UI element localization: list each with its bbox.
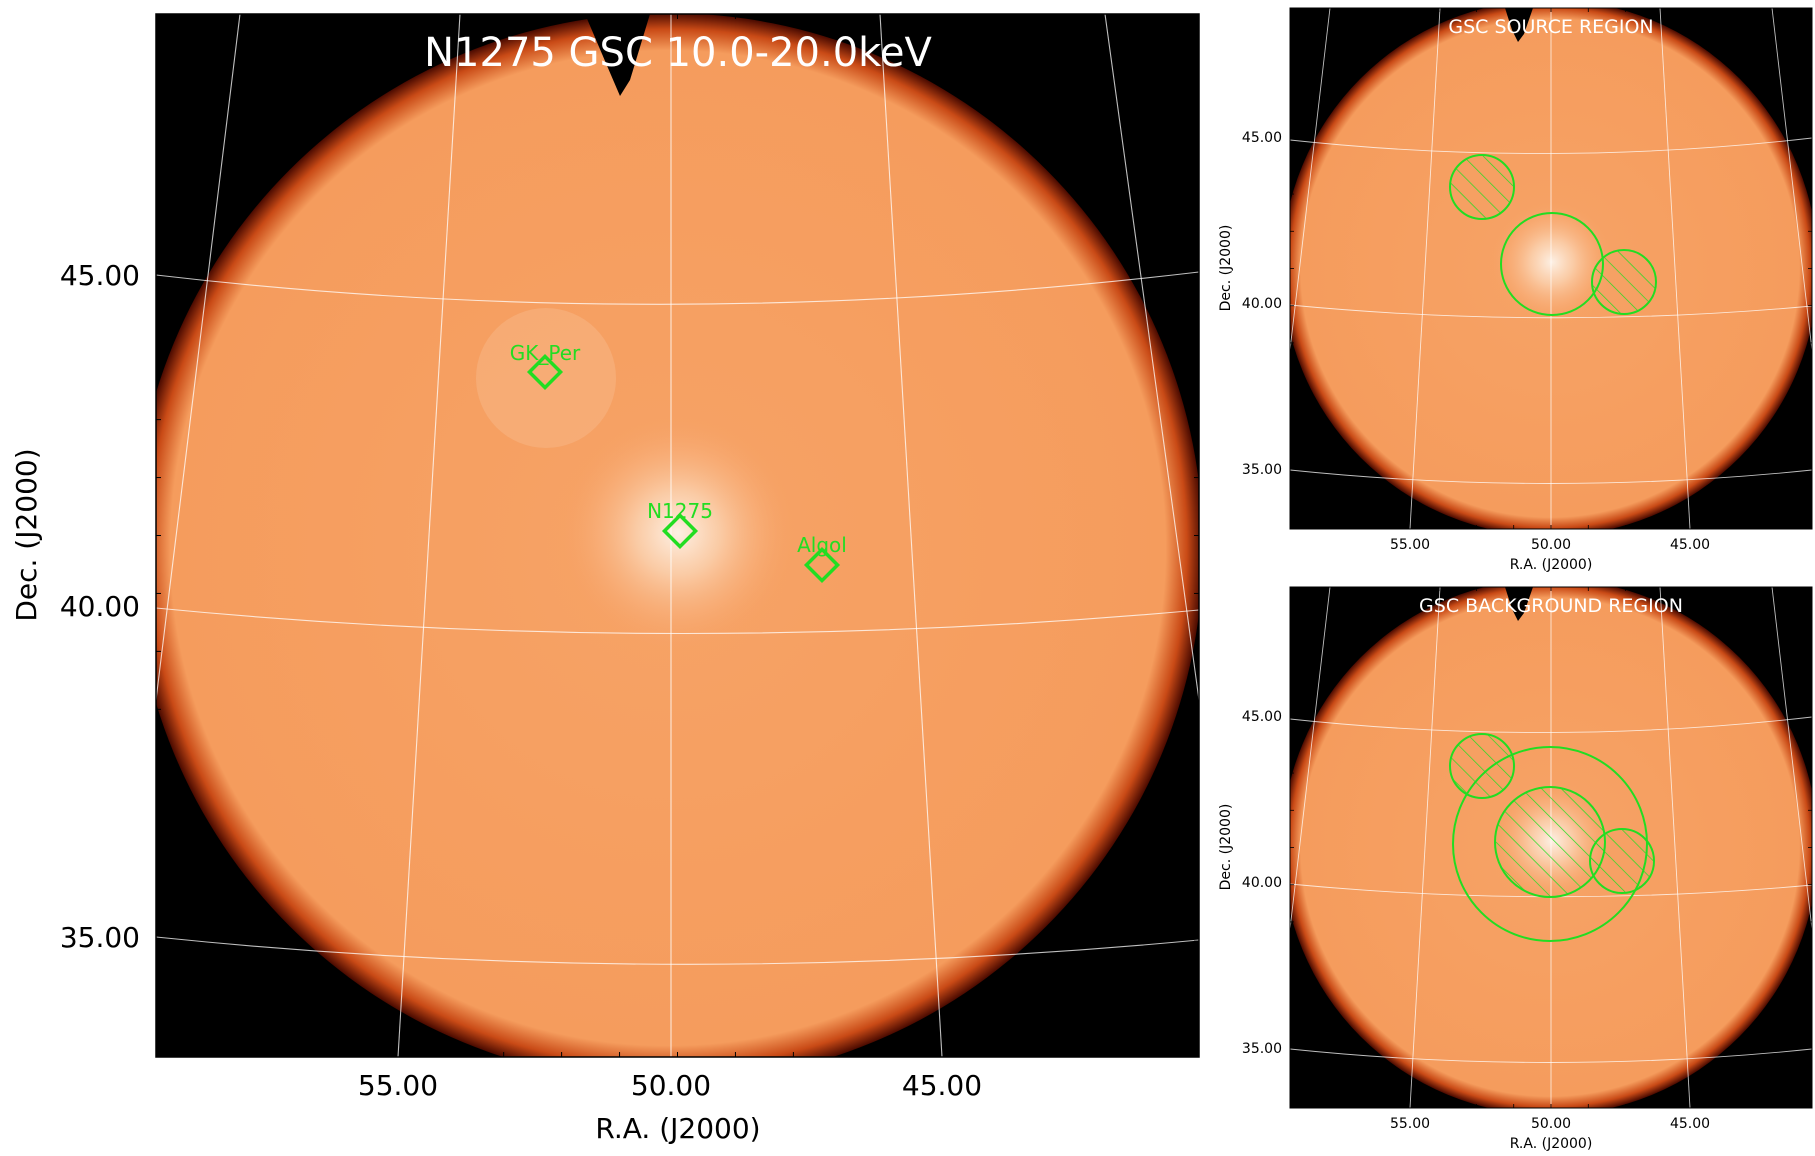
bg-y-axis-title: Dec. (J2000) bbox=[1218, 804, 1234, 891]
diamond-marker-icon bbox=[526, 353, 564, 391]
src-x-axis-title: R.A. (J2000) bbox=[1510, 557, 1593, 573]
src-y-tick-40: 40.00 bbox=[1242, 296, 1282, 312]
src-y-tick-35: 35.00 bbox=[1242, 462, 1282, 478]
src-hatched-exclusion-algol[interactable] bbox=[1591, 249, 1657, 315]
diamond-marker-icon bbox=[661, 512, 699, 550]
src-hatched-exclusion-gkper[interactable] bbox=[1449, 154, 1515, 220]
diamond-marker-icon bbox=[803, 546, 841, 584]
main-x-tick-45: 45.00 bbox=[902, 1069, 982, 1102]
src-x-tick-50: 50.00 bbox=[1531, 537, 1571, 553]
main-gkper-glow bbox=[476, 308, 616, 448]
src-y-tick-45: 45.00 bbox=[1242, 130, 1282, 146]
main-x-tick-55: 55.00 bbox=[358, 1069, 438, 1102]
bg-x-axis-title: R.A. (J2000) bbox=[1510, 1136, 1593, 1152]
bg-y-tick-45: 45.00 bbox=[1242, 709, 1282, 725]
bg-detector-notch bbox=[1505, 587, 1533, 621]
source-region-panel: GSC SOURCE REGION 55.00 50.00 45.00 45.0… bbox=[1218, 7, 1813, 573]
source-marker-algol[interactable]: Algol bbox=[797, 533, 847, 584]
bg-title: GSC BACKGROUND REGION bbox=[1419, 595, 1683, 617]
bg-hatched-exclusion-algol[interactable] bbox=[1589, 828, 1655, 894]
main-y-tick-40: 40.00 bbox=[60, 590, 140, 623]
main-source-glow bbox=[558, 413, 798, 653]
bg-x-tick-50: 50.00 bbox=[1531, 1116, 1571, 1132]
source-label-algol: Algol bbox=[797, 533, 847, 557]
main-minor-ticks bbox=[156, 14, 1199, 1057]
main-x-axis-title: R.A. (J2000) bbox=[595, 1112, 760, 1145]
main-x-tick-50: 50.00 bbox=[631, 1069, 711, 1102]
source-marker-n1275[interactable]: N1275 bbox=[647, 499, 713, 550]
bg-y-tick-35: 35.00 bbox=[1242, 1041, 1282, 1057]
main-panel: N1275 GSC 10.0-20.0keV 55.00 50.00 45.00… bbox=[10, 13, 1200, 1145]
background-region-panel: GSC BACKGROUND REGION 55.00 50.00 45.00 … bbox=[1218, 586, 1813, 1152]
src-detector-notch bbox=[1505, 8, 1533, 42]
source-label-gkper: GK_Per bbox=[510, 341, 581, 365]
src-y-axis-title: Dec. (J2000) bbox=[1218, 225, 1234, 312]
main-y-tick-35: 35.00 bbox=[60, 921, 140, 954]
main-detector-notch bbox=[585, 14, 650, 96]
main-title: N1275 GSC 10.0-20.0keV bbox=[424, 30, 932, 76]
bg-y-tick-40: 40.00 bbox=[1242, 875, 1282, 891]
main-y-tick-45: 45.00 bbox=[60, 259, 140, 292]
src-minor-ticks bbox=[1290, 8, 1812, 529]
main-y-axis-title: Dec. (J2000) bbox=[10, 448, 43, 621]
source-marker-gkper[interactable]: GK_Per bbox=[510, 341, 581, 391]
bg-x-tick-45: 45.00 bbox=[1670, 1116, 1710, 1132]
bg-x-tick-55: 55.00 bbox=[1390, 1116, 1430, 1132]
bg-hatched-exclusion-source[interactable] bbox=[1494, 786, 1606, 898]
src-source-glow bbox=[1490, 200, 1614, 324]
bg-minor-ticks bbox=[1290, 587, 1812, 1108]
src-x-tick-45: 45.00 bbox=[1670, 537, 1710, 553]
src-x-tick-55: 55.00 bbox=[1390, 537, 1430, 553]
source-label-n1275: N1275 bbox=[647, 499, 713, 523]
src-title: GSC SOURCE REGION bbox=[1448, 16, 1653, 38]
src-grid bbox=[1290, 8, 1812, 529]
bg-hatched-exclusion-gkper[interactable] bbox=[1449, 733, 1515, 799]
